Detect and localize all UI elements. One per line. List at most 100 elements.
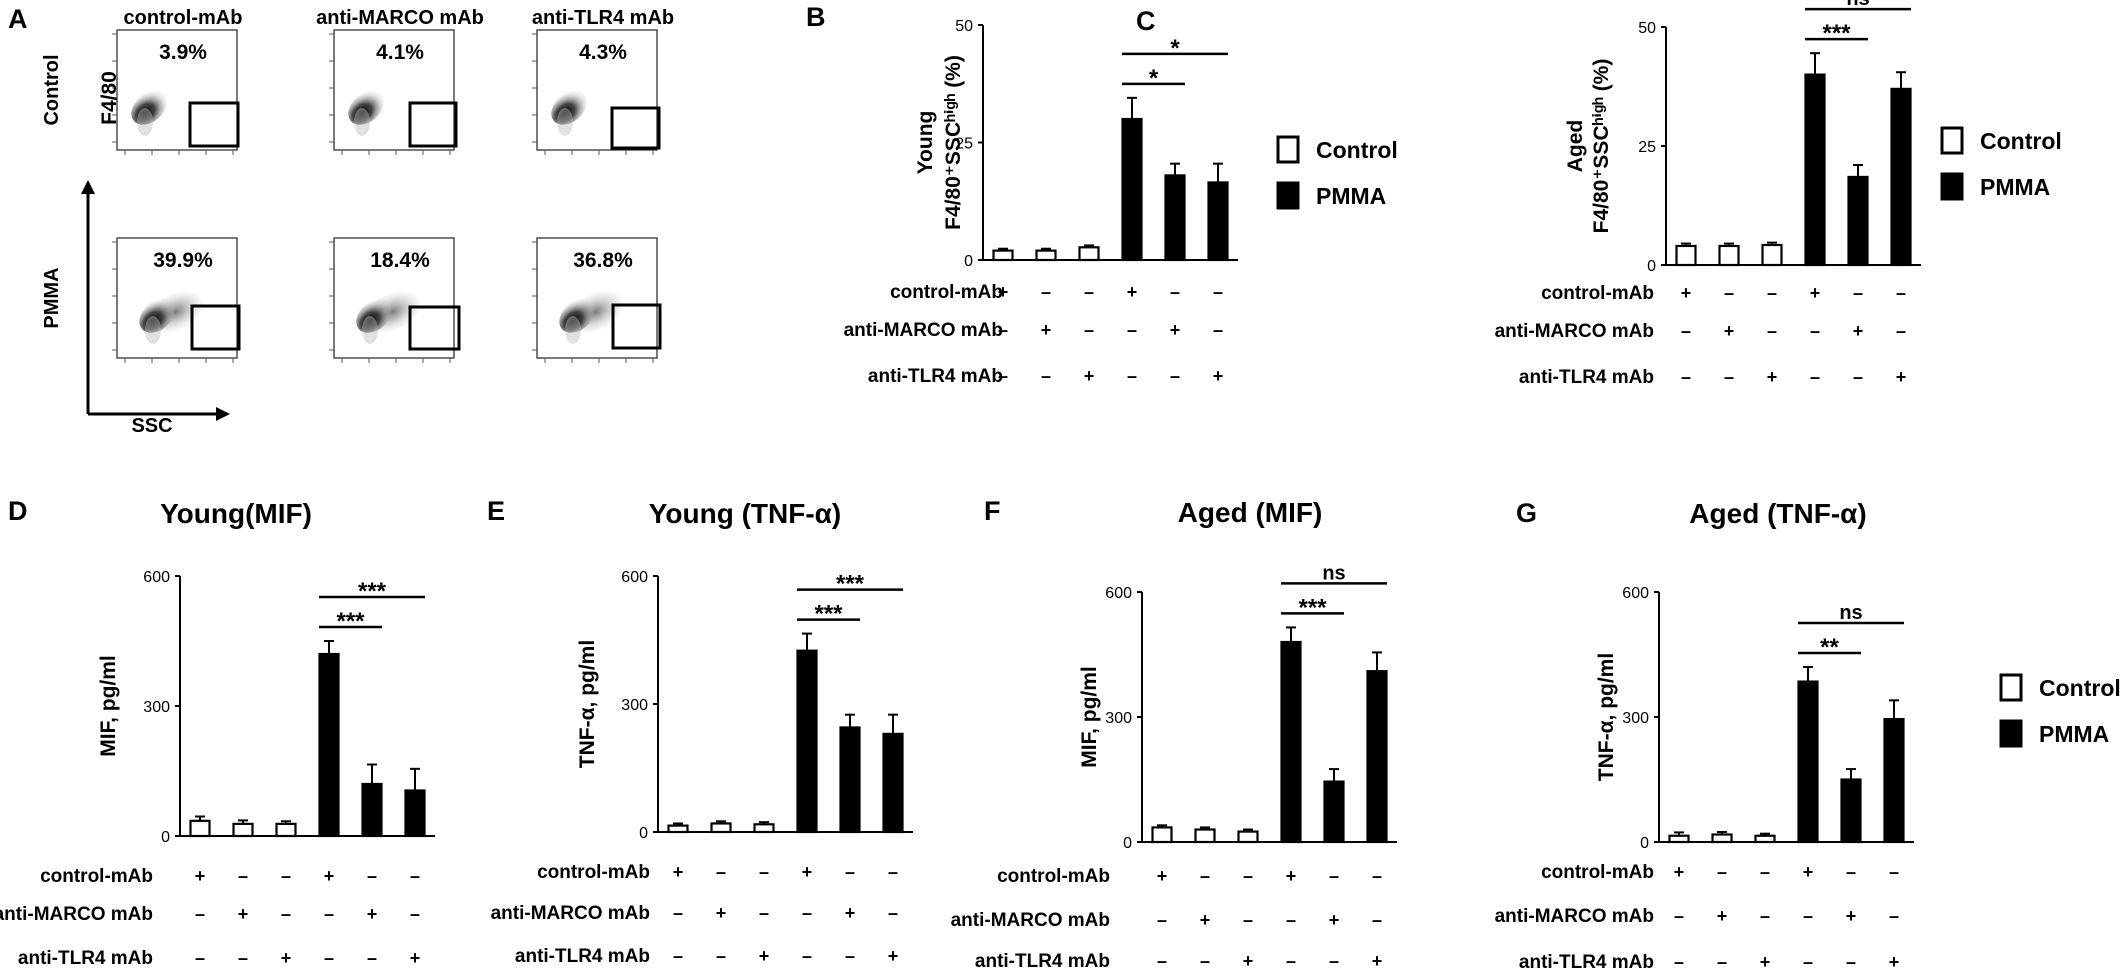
treatment-mark: +: [1170, 320, 1181, 340]
treatment-mark: –: [1041, 282, 1051, 302]
treatment-mark: –: [673, 903, 683, 923]
flow-x-arrow-head: [216, 407, 230, 421]
bar: [1890, 87, 1912, 267]
flow-gate: [408, 305, 461, 351]
treatment-row-label: anti-MARCO mAb: [844, 320, 1003, 341]
flow-plot-frame: [116, 237, 238, 359]
y-tick-label: 25: [955, 136, 973, 153]
flow-percent-label: 36.8%: [573, 249, 633, 272]
treatment-row-label: control-mAb: [1541, 862, 1654, 883]
y-axis-label: Aged: [1564, 120, 1587, 173]
flow-plot-frame: [333, 237, 455, 359]
flow-percent-label: 39.9%: [153, 249, 213, 272]
y-axis-label: F4/80⁺SSCʰⁱᵍʰ (%): [1590, 59, 1613, 234]
legend-label-pmma: PMMA: [2039, 721, 2109, 747]
legend-swatch-control: [1276, 135, 1300, 164]
bar: [1207, 181, 1229, 262]
treatment-mark: +: [1127, 282, 1138, 302]
treatment-mark: +: [324, 866, 335, 886]
treatment-mark: +: [759, 946, 770, 966]
significance-label: ns: [1846, 0, 1869, 10]
y-axis-label: Young: [914, 111, 937, 175]
treatment-mark: –: [1760, 862, 1770, 882]
chart-B: B 0 25 50 Young F4/80⁺SSCʰⁱᵍʰ (%) * * control-mA…: [806, 2, 1238, 387]
bar: [1078, 246, 1100, 262]
treatment-mark: –: [1286, 910, 1296, 930]
treatment-mark: +: [1810, 283, 1821, 303]
flow-column-header: control-mAb: [124, 7, 243, 29]
treatment-mark: –: [410, 904, 420, 924]
treatment-mark: –: [716, 862, 726, 882]
y-tick-label: 600: [621, 569, 648, 586]
treatment-mark: –: [1717, 952, 1727, 968]
legend-label-control: Control: [2039, 675, 2121, 701]
legend: Control PMMA: [1999, 673, 2121, 748]
treatment-mark: –: [1717, 862, 1727, 882]
treatment-row-label: anti-MARCO mAb: [491, 903, 650, 924]
flow-gate: [188, 101, 240, 148]
legend-label-pmma: PMMA: [1316, 183, 1386, 209]
legend-label-control: Control: [1316, 137, 1398, 163]
panel-label: B: [806, 2, 826, 32]
significance-label: ***: [1298, 594, 1327, 621]
treatment-mark: –: [1846, 952, 1856, 968]
bar: [753, 823, 775, 834]
flow-percent-label: 18.4%: [370, 249, 430, 272]
bar: [1883, 717, 1905, 844]
treatment-mark: –: [1889, 862, 1899, 882]
significance-label: ***: [336, 608, 365, 635]
treatment-mark: +: [238, 904, 249, 924]
treatment-mark: –: [673, 946, 683, 966]
flow-density-core: [131, 91, 167, 125]
treatment-mark: –: [998, 320, 1008, 340]
flow-column-header: anti-TLR4 mAb: [532, 7, 674, 29]
flow-gate: [610, 106, 661, 150]
treatment-mark: –: [367, 948, 377, 968]
chart-D: D Young(MIF) 0 300 600 MIF, pg/ml *** *** contro…: [0, 496, 435, 968]
treatment-mark: +: [1243, 951, 1254, 968]
legend-swatch-pmma: [1999, 719, 2023, 748]
y-tick-label: 600: [143, 569, 170, 586]
treatment-mark: –: [367, 866, 377, 886]
legends: Control PMMA Control PMMA Control PMMA: [1276, 126, 2121, 748]
treatment-mark: –: [1084, 282, 1094, 302]
treatment-row-label: anti-TLR4 mAb: [1519, 367, 1654, 388]
significance-label: ***: [1822, 20, 1851, 47]
chart-title: Young (TNF-α): [649, 498, 841, 529]
treatment-mark: –: [1157, 910, 1167, 930]
bar: [1718, 244, 1740, 267]
treatment-mark: +: [281, 948, 292, 968]
significance-label: ***: [814, 601, 843, 628]
significance-label: ns: [1322, 562, 1345, 584]
treatment-mark: –: [759, 903, 769, 923]
flow-x-axis-label: SSC: [131, 415, 172, 437]
y-tick-label: 600: [1622, 585, 1649, 602]
treatment-mark: –: [324, 904, 334, 924]
treatment-mark: –: [802, 946, 812, 966]
significance-label: **: [1820, 634, 1839, 661]
treatment-mark: –: [1896, 283, 1906, 303]
treatment-mark: +: [888, 946, 899, 966]
treatment-mark: –: [1810, 321, 1820, 341]
treatment-mark: +: [195, 866, 206, 886]
treatment-mark: –: [1767, 321, 1777, 341]
flow-y-arrow-head: [81, 180, 95, 194]
treatment-mark: –: [1372, 866, 1382, 886]
y-axis-label: TNF-α, pg/ml: [1595, 653, 1618, 781]
bar: [992, 249, 1014, 262]
treatment-row-label: anti-TLR4 mAb: [975, 951, 1110, 968]
treatment-mark: –: [1810, 367, 1820, 387]
treatment-row-label: control-mAb: [40, 866, 153, 887]
treatment-mark: –: [195, 904, 205, 924]
bar: [1194, 828, 1216, 844]
y-tick-label: 0: [161, 829, 170, 846]
treatment-mark: –: [1329, 951, 1339, 968]
flow-density-core: [551, 91, 587, 125]
bar: [1164, 174, 1186, 262]
treatment-mark: +: [1372, 951, 1383, 968]
flow-plot-frame: [116, 29, 238, 151]
chart-E: E Young (TNF-α) 0 300 600 TNF-α, pg/ml *** *** c…: [487, 496, 913, 967]
